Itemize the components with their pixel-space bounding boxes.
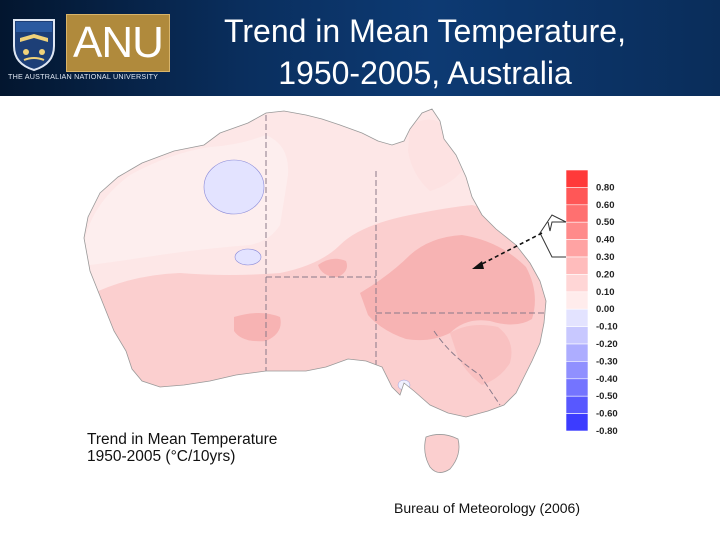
legend-label: -0.50 xyxy=(596,391,618,402)
legend-swatch xyxy=(565,326,589,345)
university-name: THE AUSTRALIAN NATIONAL UNIVERSITY xyxy=(8,72,159,81)
legend-label: 0.60 xyxy=(596,200,615,211)
legend-label: 0.80 xyxy=(596,182,615,193)
legend-label: 0.40 xyxy=(596,235,615,246)
legend-swatch xyxy=(565,256,589,275)
legend-label: 0.20 xyxy=(596,269,615,280)
legend-label: -0.10 xyxy=(596,322,618,333)
legend-swatch xyxy=(565,239,589,258)
callout-arrow xyxy=(472,214,567,269)
legend-swatch xyxy=(565,343,589,362)
page-title: Trend in Mean Temperature, 1950-2005, Au… xyxy=(175,10,675,94)
legend-swatch xyxy=(565,221,589,240)
legend-swatch xyxy=(565,187,589,206)
legend-label: -0.40 xyxy=(596,374,618,385)
caption-line-2: 1950-2005 (°C/10yrs) xyxy=(87,448,236,465)
australia-map-svg: 0.80 0.60 0.50 0.40 0.30 0.20 0.10 0.00 -0.10 -0.… xyxy=(83,108,618,473)
legend-swatch xyxy=(565,413,589,432)
header-banner: ANU THE AUSTRALIAN NATIONAL UNIVERSITY T… xyxy=(0,0,720,96)
legend-swatch xyxy=(565,395,589,414)
legend-swatch xyxy=(565,204,589,223)
legend: 0.80 0.60 0.50 0.40 0.30 0.20 0.10 0.00 -0.10 -0.… xyxy=(565,169,618,437)
legend-label: -0.80 xyxy=(596,426,618,437)
title-line-2: 1950-2005, Australia xyxy=(278,55,572,91)
anu-logo-text: ANU xyxy=(73,18,164,67)
anu-plate: ANU xyxy=(66,14,170,72)
legend-label: 0.10 xyxy=(596,287,615,298)
legend-label: -0.20 xyxy=(596,339,618,350)
map-caption: Trend in Mean Temperature 1950-2005 (°C/… xyxy=(87,431,277,465)
source-credit: Bureau of Meteorology (2006) xyxy=(394,500,580,516)
legend-swatch xyxy=(565,378,589,397)
legend-label: 0.30 xyxy=(596,252,615,263)
legend-swatch xyxy=(565,291,589,310)
anu-logo: ANU THE AUSTRALIAN NATIONAL UNIVERSITY xyxy=(6,12,170,84)
legend-swatch xyxy=(565,274,589,293)
legend-swatch xyxy=(565,308,589,327)
legend-label: 0.00 xyxy=(596,304,615,315)
caption-line-1: Trend in Mean Temperature xyxy=(87,431,278,448)
temperature-trend-map: 0.80 0.60 0.50 0.40 0.30 0.20 0.10 0.00 -0.10 -0.… xyxy=(70,105,660,485)
title-line-1: Trend in Mean Temperature, xyxy=(224,13,626,49)
tasmania xyxy=(424,434,460,473)
legend-swatch xyxy=(565,169,589,188)
legend-label: -0.30 xyxy=(596,356,618,367)
coastline xyxy=(83,108,547,418)
legend-label: -0.60 xyxy=(596,409,618,420)
legend-label: 0.50 xyxy=(596,217,615,228)
legend-swatch xyxy=(565,361,589,380)
anu-crest-icon xyxy=(13,19,55,72)
